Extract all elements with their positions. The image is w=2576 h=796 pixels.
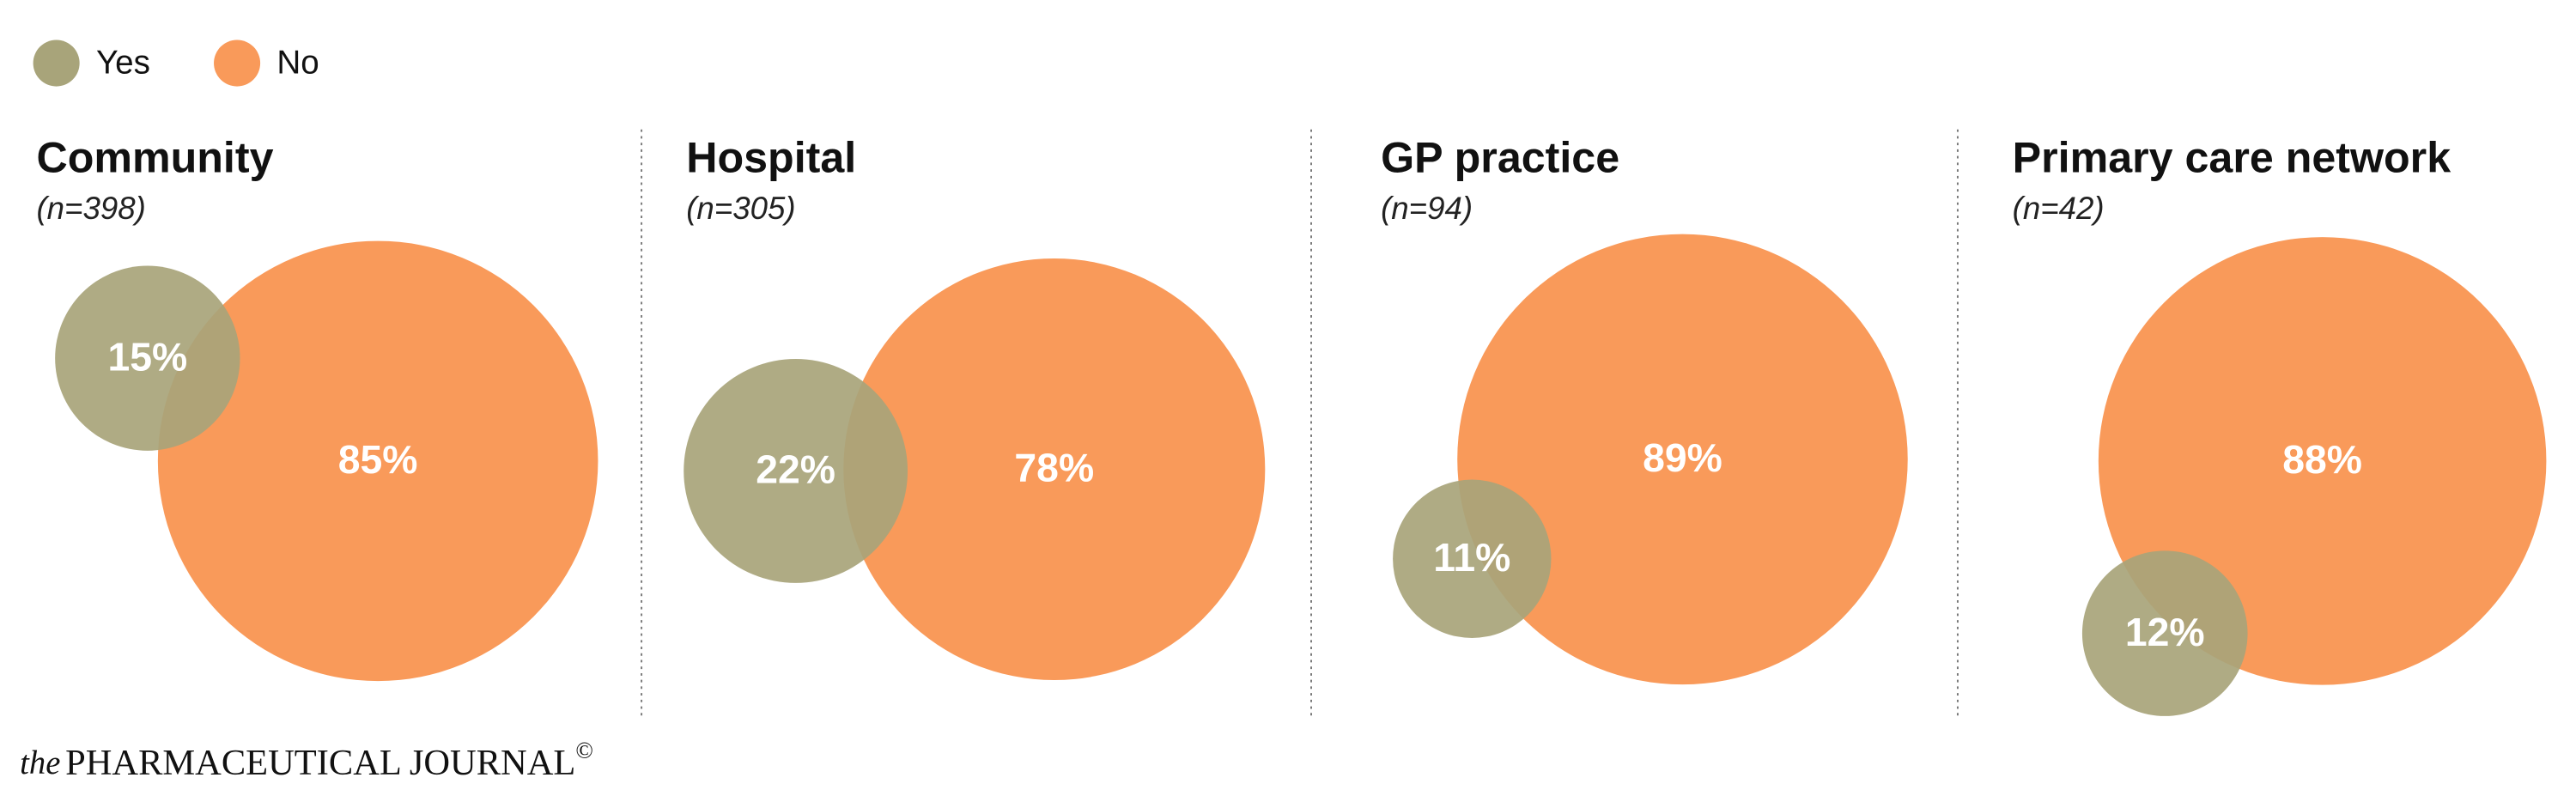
- bubble: [157, 240, 598, 682]
- bubble: [1393, 479, 1552, 638]
- panel-title: Primary care network: [2013, 134, 2451, 182]
- panel-title: Hospital: [686, 134, 856, 182]
- value-label: 89%: [1643, 435, 1722, 480]
- bubble: [843, 258, 1266, 681]
- value-label: 88%: [2282, 437, 2362, 482]
- legend-swatch: [214, 39, 261, 87]
- panel-title: Community: [36, 134, 273, 182]
- panel-subtitle: (n=398): [36, 191, 145, 226]
- panel-subtitle: (n=94): [1381, 191, 1473, 226]
- value-label: 15%: [107, 334, 187, 379]
- footer-mark: ©: [575, 738, 593, 763]
- value-label: 22%: [756, 447, 835, 492]
- footer: the PHARMACEUTICAL JOURNAL©: [20, 738, 593, 783]
- panel-subtitle: (n=305): [686, 191, 795, 226]
- bubble: [2081, 550, 2248, 716]
- value-label: 85%: [338, 437, 418, 482]
- footer-name: PHARMACEUTICAL JOURNAL: [65, 743, 575, 783]
- value-label: 11%: [1433, 535, 1510, 580]
- bubble: [55, 265, 240, 451]
- legend-label: No: [276, 45, 319, 82]
- footer-prefix: the: [20, 745, 60, 781]
- panel-title: GP practice: [1381, 134, 1619, 182]
- bubble: [683, 359, 908, 583]
- legend-label: Yes: [96, 45, 150, 82]
- value-label: 78%: [1014, 446, 1094, 490]
- value-label: 12%: [2125, 610, 2205, 654]
- bubble: [1457, 234, 1908, 685]
- legend-swatch: [33, 39, 80, 87]
- panel-subtitle: (n=42): [2013, 191, 2105, 226]
